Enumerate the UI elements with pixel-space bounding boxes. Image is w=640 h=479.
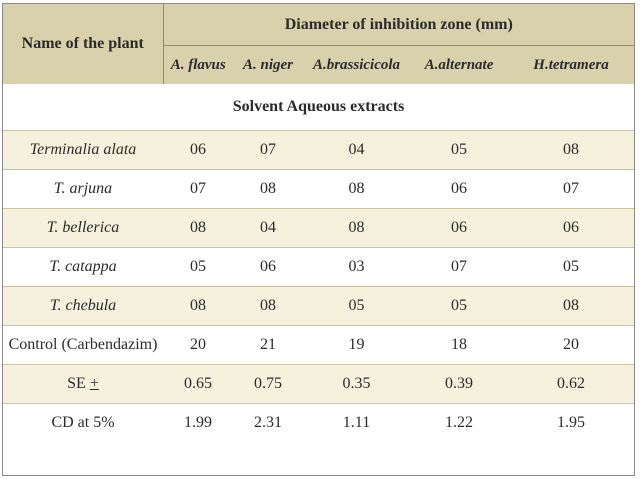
- table-row: Control (Carbendazim) 20 21 19 18 20: [3, 325, 634, 365]
- table-cell: 2.31: [233, 403, 303, 442]
- table-cell: 05: [163, 247, 233, 287]
- table-cell: 0.39: [410, 364, 508, 404]
- inhibition-zone-table: Name of the plant Diameter of inhibition…: [3, 4, 634, 442]
- header-inhibition-zone: Diameter of inhibition zone (mm): [163, 4, 634, 46]
- table-cell: 06: [410, 169, 508, 209]
- table-cell: 1.95: [508, 403, 634, 442]
- table-cell: 08: [303, 169, 410, 209]
- table-cell: 06: [233, 247, 303, 287]
- table-cell: 08: [508, 286, 634, 326]
- table-cell: 07: [233, 130, 303, 170]
- table-row: CD at 5% 1.99 2.31 1.11 1.22 1.95: [3, 403, 634, 442]
- table-cell: 06: [163, 130, 233, 170]
- header-species: A.brassicicola: [303, 45, 410, 84]
- plant-name: T. arjuna: [3, 169, 163, 209]
- table-row: T. arjuna 07 08 08 06 07: [3, 169, 634, 209]
- table-cell: 08: [303, 208, 410, 248]
- header-species: H.tetramera: [508, 45, 634, 84]
- plant-name: T. catappa: [3, 247, 163, 287]
- section-title: Solvent Aqueous extracts: [3, 84, 634, 131]
- table-cell: 08: [163, 286, 233, 326]
- table-cell: 08: [508, 130, 634, 170]
- table-cell: 1.22: [410, 403, 508, 442]
- table-cell: 04: [303, 130, 410, 170]
- table-cell: 18: [410, 325, 508, 365]
- table-cell: 04: [233, 208, 303, 248]
- table-cell: 0.62: [508, 364, 634, 404]
- table-row: T. catappa 05 06 03 07 05: [3, 247, 634, 287]
- table-row: Terminalia alata 06 07 04 05 08: [3, 130, 634, 170]
- plant-name: CD at 5%: [3, 403, 163, 442]
- table-cell: 0.65: [163, 364, 233, 404]
- table-cell: 05: [410, 286, 508, 326]
- plant-name: SE +: [3, 364, 163, 404]
- header-species: A. niger: [233, 45, 303, 84]
- table-cell: 05: [303, 286, 410, 326]
- table-cell: 0.35: [303, 364, 410, 404]
- table-row: SE + 0.65 0.75 0.35 0.39 0.62: [3, 364, 634, 404]
- table-cell: 21: [233, 325, 303, 365]
- table-cell: 08: [233, 169, 303, 209]
- se-label: SE: [67, 375, 86, 392]
- table-cell: 06: [508, 208, 634, 248]
- table-cell: 07: [163, 169, 233, 209]
- table-cell: 0.75: [233, 364, 303, 404]
- table-cell: 20: [163, 325, 233, 365]
- plant-name: T. chebula: [3, 286, 163, 326]
- table-cell: 03: [303, 247, 410, 287]
- table-row: T. chebula 08 08 05 05 08: [3, 286, 634, 326]
- table-row: T. bellerica 08 04 08 06 06: [3, 208, 634, 248]
- plus-minus-sign: +: [89, 375, 99, 392]
- table-cell: 20: [508, 325, 634, 365]
- table-cell: 07: [410, 247, 508, 287]
- header-species: A.alternate: [410, 45, 508, 84]
- table-cell: 08: [233, 286, 303, 326]
- header-species: A. flavus: [163, 45, 233, 84]
- table-cell: 19: [303, 325, 410, 365]
- table-cell: 06: [410, 208, 508, 248]
- inhibition-table-frame: Name of the plant Diameter of inhibition…: [2, 3, 635, 476]
- plant-name: Control (Carbendazim): [3, 325, 163, 365]
- table-cell: 05: [508, 247, 634, 287]
- table-cell: 1.11: [303, 403, 410, 442]
- header-plant-name: Name of the plant: [3, 4, 164, 84]
- plant-name: Terminalia alata: [3, 130, 163, 170]
- table-cell: 1.99: [163, 403, 233, 442]
- table-cell: 08: [163, 208, 233, 248]
- table-cell: 07: [508, 169, 634, 209]
- plant-name: T. bellerica: [3, 208, 163, 248]
- table-cell: 05: [410, 130, 508, 170]
